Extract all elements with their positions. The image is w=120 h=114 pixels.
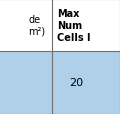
Text: Max
Num
Cells I: Max Num Cells I — [57, 9, 91, 42]
Bar — [52, 52, 120, 114]
Bar — [0, 0, 52, 52]
Bar — [52, 0, 120, 52]
Bar — [0, 52, 52, 114]
Text: de
m²): de m²) — [29, 15, 46, 36]
Text: 20: 20 — [69, 78, 83, 88]
